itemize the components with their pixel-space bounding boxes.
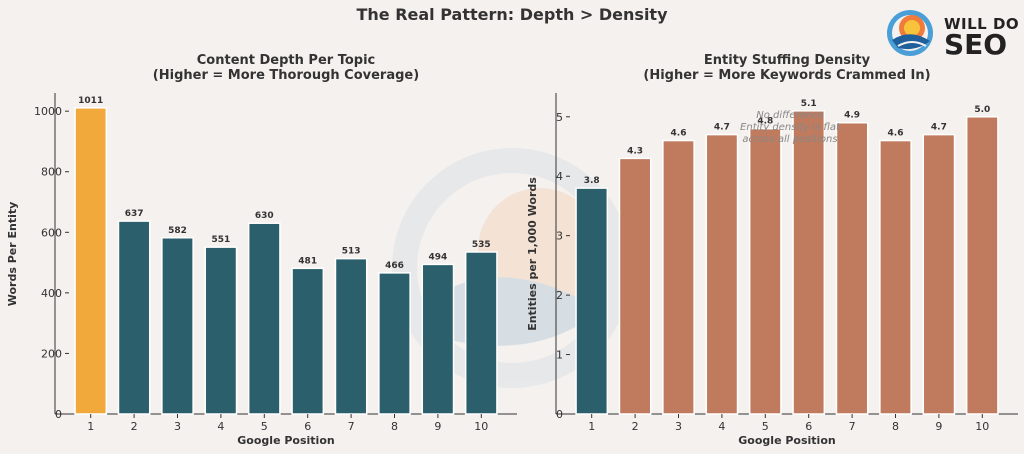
- y-tick-label: 0: [556, 408, 563, 421]
- bar-position-8: [879, 139, 912, 415]
- y-axis-label: Words Per Entity: [6, 202, 19, 307]
- x-tick-label: 8: [892, 420, 899, 433]
- y-tick-label: 800: [41, 166, 62, 179]
- bar-position-1: [575, 187, 609, 415]
- x-tick-label: 7: [348, 420, 355, 433]
- chart-title: Content Depth Per Topic: [197, 53, 375, 68]
- brand-logo: WILL DO SEO: [886, 8, 1020, 61]
- y-tick-label: 400: [41, 287, 62, 300]
- bar-value-label: 494: [429, 252, 448, 262]
- bar-position-4: [204, 246, 238, 415]
- x-tick-label: 10: [474, 420, 488, 433]
- chart-subtitle: (Higher = More Thorough Coverage): [153, 68, 419, 83]
- bar-value-label: 4.3: [627, 146, 643, 156]
- x-tick-label: 3: [174, 420, 181, 433]
- bar-value-label: 466: [385, 261, 404, 271]
- x-tick-label: 2: [632, 420, 639, 433]
- y-tick-label: 0: [55, 408, 62, 421]
- x-tick-label: 4: [217, 420, 224, 433]
- bar-position-10: [965, 116, 999, 415]
- bar-position-5: [247, 222, 281, 415]
- bar-position-10: [464, 251, 498, 415]
- x-tick-label: 2: [131, 420, 138, 433]
- bar-value-label: 5.0: [974, 105, 990, 115]
- chart-annotation-line-2: Entity density is flat: [740, 122, 841, 133]
- bar-position-2: [117, 220, 151, 415]
- bar-position-3: [161, 237, 194, 415]
- x-tick-label: 9: [434, 420, 441, 433]
- x-tick-label: 1: [588, 420, 595, 433]
- x-tick-label: 6: [304, 420, 311, 433]
- bar-value-label: 4.7: [714, 123, 730, 133]
- y-axis-label: Entities per 1,000 Words: [526, 177, 539, 331]
- logo-mark-icon: [887, 10, 933, 56]
- y-tick-label: 2: [556, 289, 563, 302]
- bar-value-label: 551: [212, 235, 231, 245]
- bar-position-9: [922, 133, 956, 415]
- x-tick-label: 1: [87, 420, 94, 433]
- bar-value-label: 4.9: [844, 111, 860, 121]
- bar-value-label: 535: [472, 240, 491, 250]
- x-tick-label: 3: [675, 420, 682, 433]
- bar-value-label: 5.1: [801, 99, 817, 109]
- bar-value-label: 4.8: [757, 117, 773, 127]
- bar-position-9: [421, 263, 455, 415]
- chart-annotation-line-1: No difference: [756, 110, 824, 121]
- logo-text-line-1: WILL DO: [944, 15, 1020, 33]
- x-tick-label: 7: [849, 420, 856, 433]
- bar-position-7: [835, 121, 869, 415]
- chart-subtitle: (Higher = More Keywords Crammed In): [643, 68, 930, 83]
- bar-position-1: [74, 107, 108, 415]
- chart-title: Entity Stuffing Density: [704, 53, 871, 68]
- y-tick-label: 600: [41, 226, 62, 239]
- bar-position-6: [792, 110, 826, 415]
- bar-position-2: [618, 157, 652, 415]
- x-axis-label: Google Position: [237, 434, 334, 447]
- chart-annotation-line-3: across all positions: [742, 134, 837, 145]
- bar-position-6: [291, 267, 325, 415]
- y-tick-label: 200: [41, 347, 62, 360]
- figure-suptitle: The Real Pattern: Depth > Density: [356, 5, 668, 24]
- bar-position-8: [378, 272, 411, 415]
- bar-value-label: 4.7: [931, 123, 947, 133]
- chart-entity-density: Entity Stuffing Density (Higher = More K…: [526, 53, 1018, 447]
- y-tick-label: 5: [556, 111, 563, 124]
- bar-value-label: 4.6: [671, 129, 687, 139]
- bar-position-5: [748, 127, 782, 415]
- bar-value-label: 1011: [78, 96, 103, 106]
- x-tick-label: 6: [805, 420, 812, 433]
- bar-value-label: 4.6: [888, 129, 904, 139]
- bar-value-label: 637: [125, 209, 144, 219]
- x-axis-label: Google Position: [738, 434, 835, 447]
- bar-value-label: 481: [298, 256, 317, 266]
- bar-position-4: [705, 133, 739, 415]
- bar-value-label: 582: [168, 226, 187, 236]
- chart-content-depth: Content Depth Per Topic (Higher = More T…: [6, 53, 517, 447]
- x-tick-label: 9: [935, 420, 942, 433]
- bar-position-7: [334, 257, 368, 415]
- bar-value-label: 513: [342, 247, 361, 257]
- x-tick-label: 5: [762, 420, 769, 433]
- y-tick-label: 3: [556, 230, 563, 243]
- x-tick-label: 5: [261, 420, 268, 433]
- x-tick-label: 8: [391, 420, 398, 433]
- logo-text-line-2: SEO: [944, 28, 1008, 61]
- x-tick-label: 10: [975, 420, 989, 433]
- bar-value-label: 630: [255, 211, 274, 221]
- y-tick-label: 4: [556, 170, 563, 183]
- x-tick-label: 4: [718, 420, 725, 433]
- bar-position-3: [662, 139, 695, 415]
- bar-value-label: 3.8: [584, 176, 600, 186]
- y-tick-label: 1000: [34, 105, 62, 118]
- y-tick-label: 1: [556, 349, 563, 362]
